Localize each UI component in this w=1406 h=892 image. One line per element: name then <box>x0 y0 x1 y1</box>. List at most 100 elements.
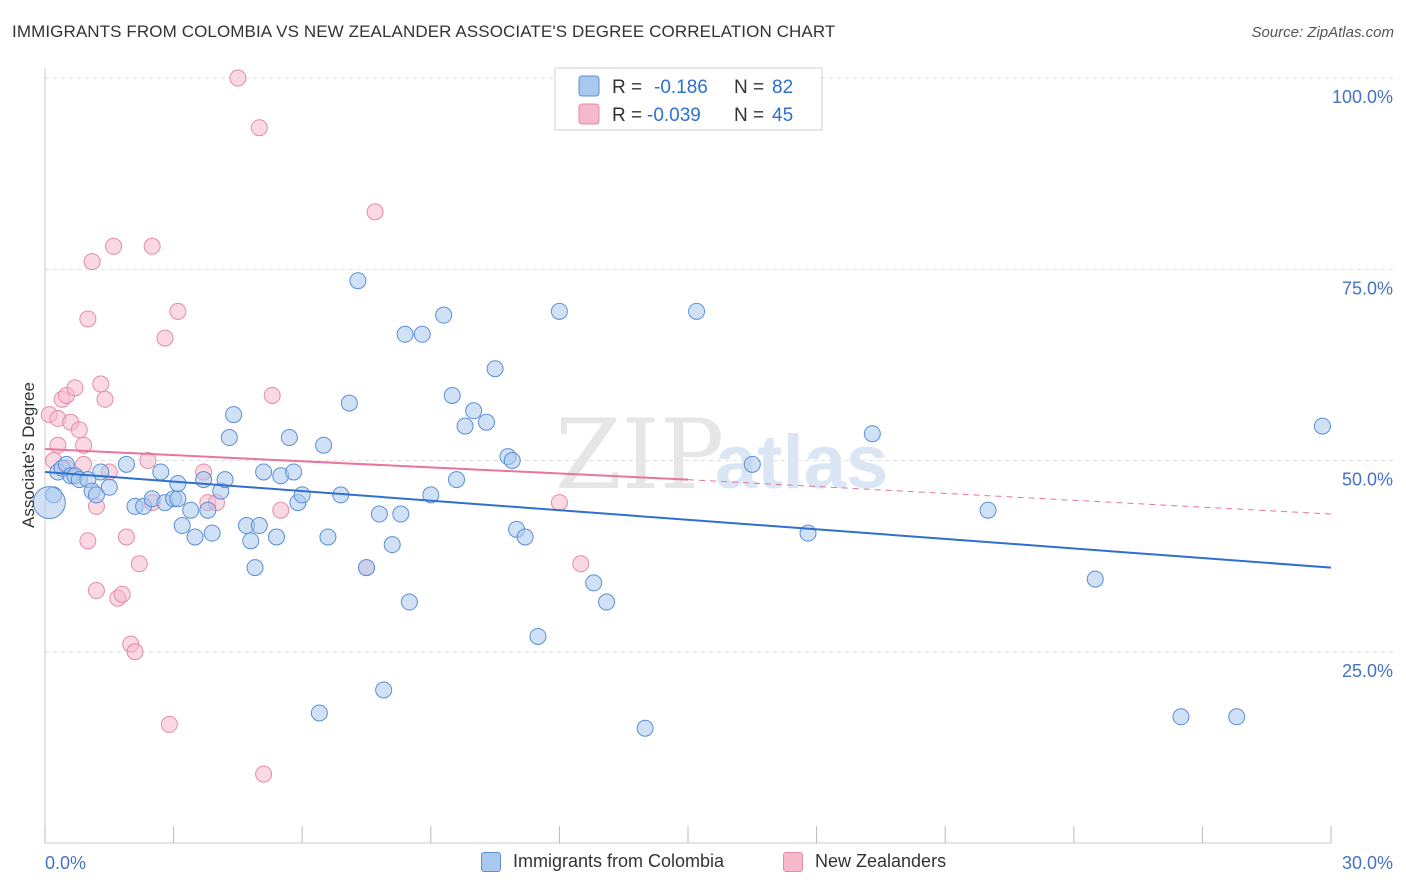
colombia-point-42 <box>310 704 328 722</box>
colombia-point-9 <box>87 486 105 504</box>
new-zealanders-point-40 <box>572 555 590 573</box>
colombia-point-60 <box>456 417 474 435</box>
colombia-point-55 <box>413 325 431 343</box>
colombia-point-59 <box>448 471 466 489</box>
colombia-point-81 <box>1313 417 1331 435</box>
colombia-point-38 <box>280 429 298 447</box>
y-tick-label-3: 100.0% <box>1332 87 1393 107</box>
colombia-point-69 <box>550 302 568 320</box>
colombia-point-70 <box>585 574 603 592</box>
legend-n-label-1: N = <box>734 77 764 98</box>
new-zealanders-point-35 <box>263 386 281 404</box>
new-zealanders-point-21 <box>117 528 135 546</box>
y-axis-label: Associate's Degree <box>19 382 38 528</box>
new-zealanders-point-25 <box>139 452 157 469</box>
colombia-point-79 <box>1172 708 1190 726</box>
colombia-point-22 <box>182 501 200 519</box>
legend-n-label-2: N = <box>734 105 764 126</box>
y-tick-label-2: 75.0% <box>1342 278 1393 298</box>
colombia-point-54 <box>400 593 418 611</box>
x-tick-label-1: 30.0% <box>1342 853 1393 873</box>
colombia-point-47 <box>349 272 367 290</box>
colombia-point-35 <box>255 463 273 481</box>
new-zealanders-point-16 <box>96 390 114 408</box>
colombia-point-12 <box>117 455 135 473</box>
colombia-point-21 <box>173 517 191 535</box>
y-tick-label-1: 50.0% <box>1342 470 1393 490</box>
colombia-point-61 <box>465 402 483 420</box>
colombia-point-11 <box>100 478 118 496</box>
new-zealanders-point-28 <box>160 715 178 733</box>
series-colombia <box>32 272 1331 737</box>
new-zealanders-point-34 <box>255 765 273 783</box>
new-zealanders-point-29 <box>169 302 187 320</box>
legend-label-colombia: Immigrants from Colombia <box>513 851 725 871</box>
trend-lines <box>44 448 1332 569</box>
chart-title: IMMIGRANTS FROM COLOMBIA VS NEW ZEALANDE… <box>12 22 836 41</box>
colombia-point-53 <box>396 325 414 343</box>
colombia-point-72 <box>636 719 654 737</box>
legend-swatch-new-zealanders <box>783 851 803 872</box>
colombia-point-62 <box>478 413 496 431</box>
colombia-point-67 <box>516 528 534 546</box>
new-zealanders-point-8 <box>70 421 88 439</box>
colombia-point-20 <box>169 474 187 492</box>
new-zealanders-point-23 <box>126 643 144 661</box>
trend-line-new-zealanders <box>44 448 689 481</box>
colombia-point-52 <box>392 505 410 523</box>
colombia-point-19 <box>169 490 187 508</box>
colombia-point-39 <box>285 463 303 481</box>
colombia-point-32 <box>242 532 260 550</box>
colombia-point-51 <box>383 536 401 554</box>
colombia-point-34 <box>250 517 268 535</box>
legend-n-value-2: 45 <box>772 105 793 126</box>
source-credit: Source: ZipAtlas.com <box>1251 24 1394 41</box>
colombia-point-28 <box>216 471 234 489</box>
legend-item-colombia[interactable]: Immigrants from Colombia <box>481 851 724 872</box>
new-zealanders-point-15 <box>92 375 110 393</box>
colombia-point-74 <box>743 455 761 473</box>
new-zealanders-point-13 <box>83 253 101 271</box>
new-zealanders-point-39 <box>550 494 568 512</box>
colombia-point-16 <box>152 463 170 481</box>
colombia-point-10 <box>92 463 110 481</box>
new-zealanders-point-38 <box>366 203 384 221</box>
legend-swatch-colombia <box>481 851 501 872</box>
series-legend: Immigrants from Colombia New Zealanders <box>0 851 1406 879</box>
legend-r-label-1: R = <box>612 77 642 98</box>
colombia-point-30 <box>225 406 243 424</box>
colombia-point-44 <box>319 528 337 546</box>
legend-label-new-zealanders: New Zealanders <box>815 851 947 871</box>
colombia-point-43 <box>315 436 333 454</box>
colombia-point-49 <box>370 505 388 523</box>
colombia-point-73 <box>688 302 706 320</box>
colombia-point-33 <box>246 559 264 577</box>
trend-line-colombia <box>44 470 1332 569</box>
new-zealanders-point-32 <box>229 69 247 87</box>
colombia-point-65 <box>503 452 521 469</box>
legend-r-value-2: -0.039 <box>647 105 701 126</box>
legend-r-label-2: R = <box>612 105 642 126</box>
trend-line-new-zealanders-extension <box>687 479 1332 515</box>
colombia-point-41 <box>293 486 311 504</box>
y-tick-label-0: 25.0% <box>1342 661 1393 681</box>
new-zealanders-point-33 <box>250 119 268 137</box>
x-tick-label-0: 0.0% <box>45 853 86 873</box>
legend-swatch-pink <box>578 103 600 125</box>
new-zealanders-point-12 <box>79 532 97 550</box>
new-zealanders-point-43 <box>87 582 105 600</box>
legend-swatch-blue <box>578 75 600 97</box>
colombia-point-71 <box>598 593 616 611</box>
new-zealanders-point-26 <box>143 237 161 255</box>
colombia-point-50 <box>375 681 393 699</box>
stats-legend: R = -0.186 N = 82 R = -0.039 N = 45 <box>554 67 823 131</box>
colombia-point-80 <box>1228 708 1246 726</box>
watermark-zip: ZIP <box>555 399 724 511</box>
legend-item-new-zealanders[interactable]: New Zealanders <box>783 851 946 872</box>
colombia-point-cluster <box>32 486 66 520</box>
colombia-point-24 <box>195 471 213 489</box>
colombia-point-68 <box>529 627 547 645</box>
colombia-point-23 <box>186 528 204 546</box>
colombia-point-36 <box>267 528 285 546</box>
